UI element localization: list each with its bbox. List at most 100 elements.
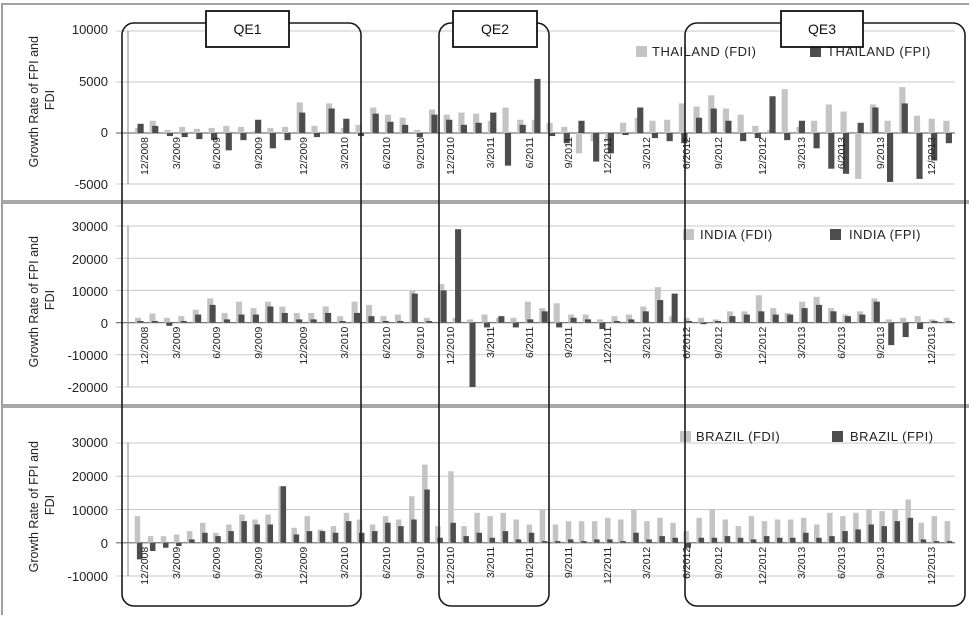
thailand-xtick-label: 6/2010 [381, 137, 393, 169]
brazil-fdi-bar [749, 516, 754, 543]
india-fpi-bar [643, 311, 649, 322]
india-xtick-label: 6/2009 [211, 326, 223, 358]
india-xtick-label: 6/2012 [681, 326, 693, 358]
india-ytick-minus-20000: -20000 [68, 380, 108, 395]
brazil-fpi-bar [411, 519, 416, 542]
india-xtick-label: 6/2010 [381, 326, 393, 358]
legend-swatch-india-fpi [830, 229, 841, 240]
legend-swatch-brazil-fpi [832, 431, 843, 442]
thailand-fpi-bar [814, 133, 820, 148]
thailand-fpi-bar [417, 133, 423, 137]
india-xtick-label: 12/2012 [757, 326, 769, 364]
thailand-fdi-bar [811, 121, 817, 133]
brazil-fpi-bar [908, 518, 913, 543]
india-fpi-bar [816, 305, 822, 323]
brazil-legend: BRAZIL (FDI) BRAZIL (FPI) [680, 429, 934, 444]
brazil-fpi-bar [346, 521, 351, 543]
thailand-fpi-bar [240, 133, 246, 140]
india-fpi-bar [614, 321, 620, 323]
thailand-fpi-bar [637, 108, 643, 134]
thailand-xtick-label: 6/2012 [681, 137, 693, 169]
thailand-fdi-bar [414, 130, 420, 133]
india-xtick-label: 3/2013 [796, 326, 808, 358]
india-y-axis-label-line2: FDI [43, 290, 57, 310]
india-fpi-bar [311, 319, 317, 322]
brazil-fdi-bar [514, 519, 519, 542]
india-fpi-bar [917, 323, 923, 329]
brazil-fdi-bar [553, 524, 558, 542]
brazil-fdi-bar [618, 519, 623, 542]
thailand-fdi-bar [194, 129, 200, 133]
brazil-fpi-bar [202, 533, 207, 543]
india-y-axis-label: Growth Rate of FPI and FDI [27, 233, 57, 368]
brazil-xtick-label: 3/2012 [641, 547, 653, 579]
brazil-fpi-bar [921, 539, 926, 542]
india-fpi-bar [152, 321, 158, 323]
thailand-fdi-bar [649, 121, 655, 133]
legend-label-brazil-fpi: BRAZIL (FPI) [850, 429, 934, 444]
brazil-fpi-bar [646, 539, 651, 542]
india-fpi-bar [267, 307, 273, 323]
thailand-fpi-bar [858, 123, 864, 133]
india-xtick-label: 12/2008 [139, 326, 151, 364]
brazil-fpi-bar [398, 526, 403, 543]
thailand-fdi-bar [561, 127, 567, 133]
thailand-fpi-bar [373, 114, 379, 133]
india-fpi-bar [802, 308, 808, 322]
brazil-fpi-bar [463, 536, 468, 543]
india-fpi-bar [657, 300, 663, 323]
thailand-fpi-bar [196, 133, 202, 139]
india-fpi-bar [729, 316, 735, 322]
brazil-fpi-bar [542, 541, 547, 543]
thailand-fpi-bar [299, 113, 305, 133]
brazil-fpi-bar [934, 541, 939, 543]
india-fpi-bar [166, 323, 172, 326]
thailand-fpi-bar [828, 133, 834, 169]
india-fdi-bar [597, 319, 603, 322]
india-fpi-bar [715, 321, 721, 323]
thailand-ytick-0: 0 [101, 125, 108, 140]
india-xtick-label: 9/2010 [415, 326, 427, 358]
thailand-fdi-bar [209, 128, 215, 133]
thailand-xtick-label: 12/2011 [602, 137, 614, 174]
thailand-xtick-label: 3/2009 [171, 137, 183, 169]
brazil-fpi-bar [241, 521, 246, 543]
thailand-xtick-label: 9/2011 [563, 137, 575, 168]
legend-label-india-fdi: INDIA (FDI) [700, 227, 773, 242]
india-xtick-label: 9/2011 [563, 326, 575, 357]
india-fpi-bar [412, 294, 418, 323]
thailand-fpi-bar [887, 133, 893, 182]
thailand-fdi-bar [238, 127, 244, 133]
brazil-fpi-bar [281, 486, 286, 543]
india-fpi-bar [903, 323, 909, 337]
india-fpi-bar [859, 315, 865, 323]
thailand-fdi-bar [929, 119, 935, 133]
brazil-fpi-bar [816, 538, 821, 543]
thailand-fdi-bar [311, 126, 317, 133]
thailand-fpi-bar [387, 122, 393, 133]
brazil-fpi-bar [581, 541, 586, 543]
brazil-fpi-bar [189, 539, 194, 542]
thailand-fdi-bar [855, 133, 861, 179]
brazil-fpi-bar [385, 523, 390, 543]
india-fpi-bar [195, 315, 201, 323]
india-xtick-label: 3/2012 [641, 326, 653, 358]
brazil-fpi-bar [254, 524, 259, 542]
brazil-fpi-bar [437, 538, 442, 543]
india-fpi-bar [527, 319, 533, 322]
india-xtick-label: 9/2012 [713, 326, 725, 358]
thailand-fpi-bar [461, 125, 467, 133]
brazil-fpi-bar [307, 531, 312, 543]
india-fdi-bar [510, 318, 516, 323]
brazil-fpi-bar [228, 531, 233, 543]
thailand-fdi-bar [943, 121, 949, 133]
brazil-fpi-bar [477, 533, 482, 543]
india-x-ticks: 12/2008 3/2009 6/2009 9/2009 12/2009 3/2010 6/… [139, 326, 938, 364]
panel-separator-1 [1, 200, 969, 204]
india-fpi-bar [210, 305, 216, 323]
india-xtick-label: 9/2013 [875, 326, 887, 358]
brazil-fpi-bar [712, 538, 717, 543]
brazil-xtick-label: 6/2011 [524, 547, 536, 578]
brazil-x-ticks: 12/2008 3/2009 6/2009 9/2009 12/2009 3/2010 6/… [139, 547, 938, 585]
legend-label-india-fpi: INDIA (FPI) [849, 227, 921, 242]
